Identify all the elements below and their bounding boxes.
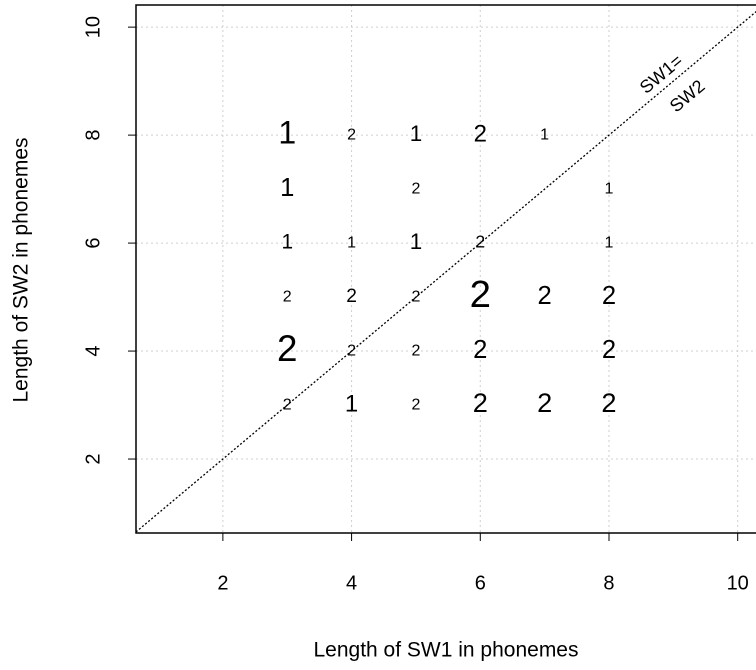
point-label: 2 [473,336,487,364]
plot-frame [135,4,756,534]
x-tick-label: 8 [603,572,614,594]
point-label: 2 [537,387,552,418]
point-label: 1 [345,390,358,417]
point-label: 1 [410,229,422,254]
point-label: 2 [347,342,356,359]
x-tick-label: 6 [475,572,486,594]
point-label: 2 [411,342,420,359]
point-label: 2 [470,273,491,316]
point-label: 1 [280,174,294,202]
y-axis-label: Length of SW2 in phonemes [10,137,33,402]
point-label: 1 [281,231,293,254]
point-label: 2 [283,288,292,305]
diagonal-line [135,10,756,533]
point-label: 1 [605,234,614,251]
point-label: 1 [410,121,422,146]
point-label: 2 [475,232,485,252]
point-label: 2 [474,120,487,147]
point-label: 2 [346,286,357,307]
point-label: 2 [283,396,292,413]
y-tick-label: 8 [82,130,104,141]
y-tick-label: 6 [82,238,104,249]
point-label: 2 [601,387,616,418]
x-axis-label: Length of SW1 in phonemes [313,639,578,662]
point-label: 2 [538,282,552,310]
point-label: 2 [277,328,297,369]
y-tick-label: 10 [82,16,104,38]
point-label: 2 [411,288,420,305]
point-label: 1 [347,234,356,251]
point-label: 2 [411,180,420,197]
point-label: 1 [540,126,549,143]
point-label: 2 [473,387,488,418]
y-tick-label: 2 [82,453,104,464]
x-tick-label: 10 [727,572,749,594]
point-label: 2 [602,282,616,310]
point-label: 1 [605,180,614,197]
point-label: 2 [347,126,356,143]
x-tick-label: 2 [217,572,228,594]
point-label: 2 [411,396,420,413]
point-label: 1 [278,115,296,151]
y-tick-label: 4 [82,345,104,356]
x-tick-label: 4 [346,572,357,594]
point-label: 2 [602,336,616,364]
